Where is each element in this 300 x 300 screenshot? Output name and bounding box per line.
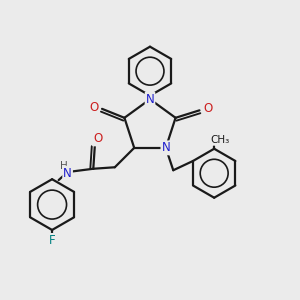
Text: N: N xyxy=(161,141,170,154)
Text: CH₃: CH₃ xyxy=(210,135,229,145)
Text: H: H xyxy=(60,161,68,171)
Text: O: O xyxy=(89,101,98,114)
Text: O: O xyxy=(93,132,102,146)
Text: O: O xyxy=(203,102,212,115)
Text: N: N xyxy=(146,93,154,106)
Text: N: N xyxy=(63,167,72,180)
Text: F: F xyxy=(49,234,56,247)
